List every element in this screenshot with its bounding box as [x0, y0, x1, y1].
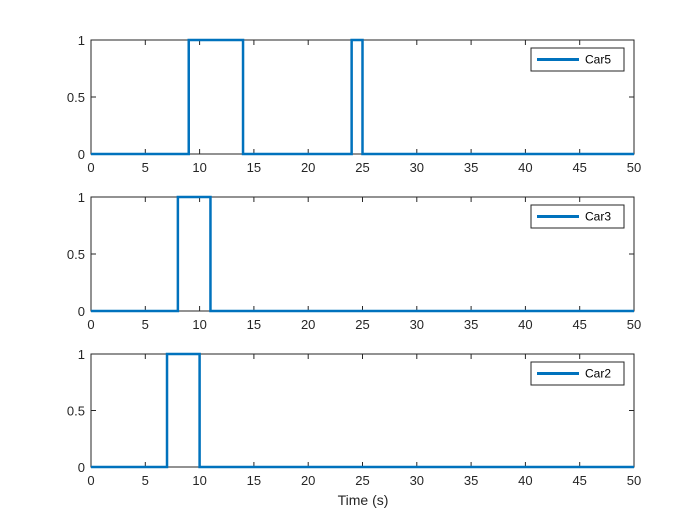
x-tick-label: 0 [87, 160, 94, 175]
x-tick-label: 50 [627, 317, 641, 332]
subplot-3: 0 5 10 15 20 25 30 35 40 45 50 0 0.5 1 Car2 [67, 347, 641, 488]
y-tick-label: 1 [78, 33, 85, 48]
x-tick-label: 0 [87, 317, 94, 332]
x-tick-label: 20 [301, 473, 315, 488]
series-line-car3 [91, 195, 634, 313]
x-tick-label: 40 [518, 160, 532, 175]
x-tick-label: 35 [464, 160, 478, 175]
x-tick-label: 45 [572, 160, 586, 175]
x-tick-label: 35 [464, 473, 478, 488]
x-tick-label: 5 [142, 473, 149, 488]
y-tick-label: 0.5 [67, 247, 85, 262]
y-tick-label: 0 [78, 460, 85, 475]
subplot-1: 0 5 10 15 20 25 30 35 40 45 50 0 0.5 1 Car5 [67, 33, 641, 175]
y-tick-label: 0 [78, 304, 85, 319]
y-tick-label: 0 [78, 147, 85, 162]
x-tick-label: 10 [192, 160, 206, 175]
x-axis-label: Time (s) [338, 492, 389, 508]
x-tick-label: 25 [355, 317, 369, 332]
x-tick-label: 25 [355, 160, 369, 175]
legend: Car5 [530, 47, 625, 72]
x-tick-label: 0 [87, 473, 94, 488]
legend: Car3 [530, 204, 625, 229]
x-tick-label: 50 [627, 473, 641, 488]
x-tick-label: 15 [247, 473, 261, 488]
x-tick-label: 30 [410, 160, 424, 175]
x-tick-label: 40 [518, 317, 532, 332]
y-tick-label: 0.5 [67, 90, 85, 105]
legend-label: Car5 [585, 53, 611, 67]
legend: Car2 [530, 361, 625, 386]
legend-label: Car3 [585, 210, 611, 224]
subplot-2: 0 5 10 15 20 25 30 35 40 45 50 0 0.5 1 Car3 [67, 190, 641, 332]
x-tick-label: 40 [518, 473, 532, 488]
x-tick-label: 45 [572, 317, 586, 332]
x-tick-label: 35 [464, 317, 478, 332]
x-tick-label: 30 [410, 473, 424, 488]
x-tick-label: 5 [142, 160, 149, 175]
y-tick-label: 0.5 [67, 404, 85, 419]
x-tick-label: 50 [627, 160, 641, 175]
x-tick-label: 30 [410, 317, 424, 332]
y-tick-label: 1 [78, 347, 85, 362]
x-tick-label: 20 [301, 160, 315, 175]
x-tick-label: 15 [247, 160, 261, 175]
x-tick-label: 5 [142, 317, 149, 332]
series-line-car5 [91, 38, 634, 156]
x-tick-label: 20 [301, 317, 315, 332]
legend-label: Car2 [585, 367, 611, 381]
y-tick-label: 1 [78, 190, 85, 205]
x-tick-label: 45 [572, 473, 586, 488]
series-line-car2 [91, 352, 634, 469]
x-tick-label: 15 [247, 317, 261, 332]
x-tick-label: 10 [192, 473, 206, 488]
x-tick-label: 25 [355, 473, 369, 488]
x-tick-label: 10 [192, 317, 206, 332]
